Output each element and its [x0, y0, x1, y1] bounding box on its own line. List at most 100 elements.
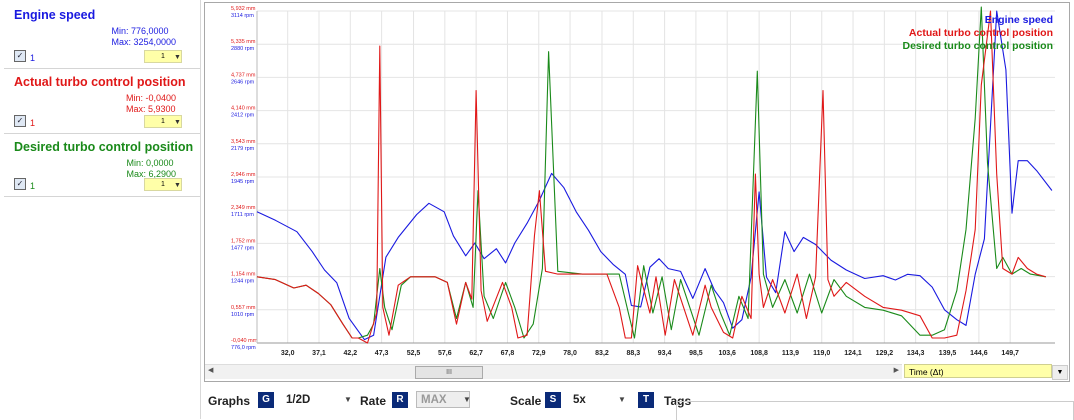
series-item-engine-speed: Engine speed Min: 776,0000 Max: 3254,000…: [4, 2, 200, 69]
y-tick-label-mm: 3,543 mm: [231, 139, 256, 145]
series-title: Engine speed: [14, 8, 96, 22]
series-item-desired-turbo: Desired turbo control position Min: 0,00…: [4, 134, 200, 197]
series-visible-checkbox[interactable]: ✓: [14, 178, 26, 190]
x-tick-label: 32,0: [281, 350, 295, 357]
chevron-down-icon[interactable]: ▼: [463, 395, 471, 404]
x-tick-label: 129,2: [876, 350, 894, 357]
y-tick-label-rpm: 1477 rpm: [231, 245, 255, 251]
chevron-down-icon[interactable]: ▼: [344, 395, 352, 404]
chevron-down-icon[interactable]: ▼: [174, 54, 181, 61]
x-tick-label: 108,8: [750, 350, 768, 357]
y-tick-label-rpm: 776,0 rpm: [231, 345, 256, 351]
scale-key-button[interactable]: S: [545, 392, 561, 408]
series-max: Max: 5,9300: [125, 104, 176, 114]
x-tick-label: 88,3: [626, 350, 640, 357]
series-index: 1: [30, 53, 36, 63]
x-tick-label: 47,3: [375, 350, 389, 357]
x-tick-label: 93,4: [658, 350, 672, 357]
series-min: Min: -0,0400: [125, 93, 176, 103]
series-axis-select[interactable]: 1: [144, 115, 182, 128]
y-tick-label-rpm: 1244 rpm: [231, 279, 255, 285]
rate-select[interactable]: MAX: [416, 391, 470, 408]
series-axis-select[interactable]: 1: [144, 178, 182, 191]
y-tick-label-rpm: 1945 rpm: [231, 179, 255, 185]
legend-entry: Engine speed: [985, 14, 1053, 26]
tags-key-button[interactable]: T: [638, 392, 654, 408]
x-tick-label: 62,7: [469, 350, 483, 357]
series-line: [256, 10, 1053, 341]
graphs-key-button[interactable]: G: [258, 392, 274, 408]
series-index: 1: [30, 181, 36, 191]
scale-value[interactable]: 5x: [573, 394, 586, 406]
chevron-down-icon[interactable]: ▼: [174, 119, 181, 126]
x-tick-label: 139,5: [939, 350, 957, 357]
series-max: Max: 6,2900: [126, 169, 176, 179]
x-tick-label: 52,5: [407, 350, 421, 357]
series-panel: Engine speed Min: 776,0000 Max: 3254,000…: [0, 0, 201, 419]
rate-key-button[interactable]: R: [392, 392, 408, 408]
graphs-label: Graphs: [208, 394, 251, 408]
series-title: Actual turbo control position: [14, 75, 186, 89]
y-tick-label-mm: 2,946 mm: [231, 172, 256, 178]
series-line: [256, 6, 1046, 339]
series-item-actual-turbo: Actual turbo control position Min: -0,04…: [4, 69, 200, 134]
scroll-thumb[interactable]: III: [415, 366, 483, 379]
graphs-value[interactable]: 1/2D: [286, 394, 311, 406]
x-tick-label: 98,5: [689, 350, 703, 357]
y-tick-label-mm: 0,557 mm: [231, 305, 256, 311]
x-tick-label: 144,6: [970, 350, 988, 357]
series-min-max: Min: -0,0400 Max: 5,9300: [126, 93, 176, 115]
y-tick-label-mm: 5,335 mm: [231, 39, 256, 45]
y-tick-label-mm: 1,154 mm: [231, 272, 256, 278]
x-tick-label: 37,1: [312, 350, 326, 357]
chevron-down-icon[interactable]: ▼: [174, 182, 181, 189]
chevron-down-icon[interactable]: ▼: [618, 395, 626, 404]
legend-entry: Desired turbo control position: [902, 40, 1053, 52]
y-tick-label-rpm: 2880 rpm: [231, 46, 255, 52]
bottom-toolbar: Graphs G 1/2D ▼ Rate R MAX ▼ Scale S 5x …: [204, 388, 1074, 420]
x-tick-label: 83,2: [595, 350, 609, 357]
x-tick-label: 134,3: [907, 350, 925, 357]
series-visible-checkbox[interactable]: ✓: [14, 115, 26, 127]
chevron-down-icon[interactable]: ▼: [1052, 365, 1068, 380]
y-tick-label-mm: 1,752 mm: [231, 238, 256, 244]
x-tick-label: 42,2: [343, 350, 357, 357]
y-tick-label-rpm: 1010 rpm: [231, 312, 255, 318]
scroll-left-arrow[interactable]: ◀: [208, 367, 214, 374]
y-tick-label-mm: 4,737 mm: [231, 72, 256, 78]
series-min: Min: 776,0000: [111, 26, 169, 36]
x-tick-label: 78,0: [563, 350, 577, 357]
series-line: [256, 10, 1046, 344]
y-tick-label-mm: -0,040 mm: [231, 338, 258, 344]
y-tick-label-rpm: 3114 rpm: [231, 13, 254, 19]
x-tick-label: 67,8: [501, 350, 515, 357]
rate-label: Rate: [360, 394, 387, 408]
scale-label: Scale: [510, 394, 542, 408]
x-tick-label: 119,0: [813, 350, 830, 357]
x-tick-label: 72,9: [532, 350, 546, 357]
horizontal-scrollbar[interactable]: ◀ III ▶: [205, 364, 902, 379]
series-visible-checkbox[interactable]: ✓: [14, 50, 26, 62]
series-min-max: Min: 0,0000 Max: 6,2900: [126, 158, 176, 180]
y-tick-label-mm: 2,349 mm: [231, 205, 256, 211]
x-tick-label: 57,6: [438, 350, 452, 357]
x-tick-label: 103,6: [718, 350, 736, 357]
y-tick-label-rpm: 2179 rpm: [231, 146, 255, 152]
y-tick-label-mm: 4,140 mm: [231, 106, 256, 112]
series-index: 1: [30, 118, 36, 128]
y-tick-label-rpm: 2646 rpm: [231, 79, 255, 85]
series-min: Min: 0,0000: [126, 158, 174, 168]
y-tick-label-rpm: 2412 rpm: [231, 113, 255, 119]
chart-area[interactable]: 5,932 mm 3114 rpm 5,335 mm 2880 rpm 4,737 mm…: [204, 2, 1070, 382]
series-axis-select[interactable]: 1: [144, 50, 182, 63]
y-tick-label-mm: 5,932 mm: [231, 6, 256, 12]
time-axis-select[interactable]: Time (Δt): [904, 364, 1052, 378]
tags-panel: [676, 401, 1074, 420]
series-min-max: Min: 776,0000 Max: 3254,0000: [111, 26, 176, 48]
legend-entry: Actual turbo control position: [909, 27, 1053, 39]
scroll-right-arrow[interactable]: ▶: [893, 367, 899, 374]
series-max: Max: 3254,0000: [111, 37, 176, 47]
y-tick-label-rpm: 1711 rpm: [231, 212, 254, 218]
x-tick-label: 149,7: [1001, 350, 1019, 357]
